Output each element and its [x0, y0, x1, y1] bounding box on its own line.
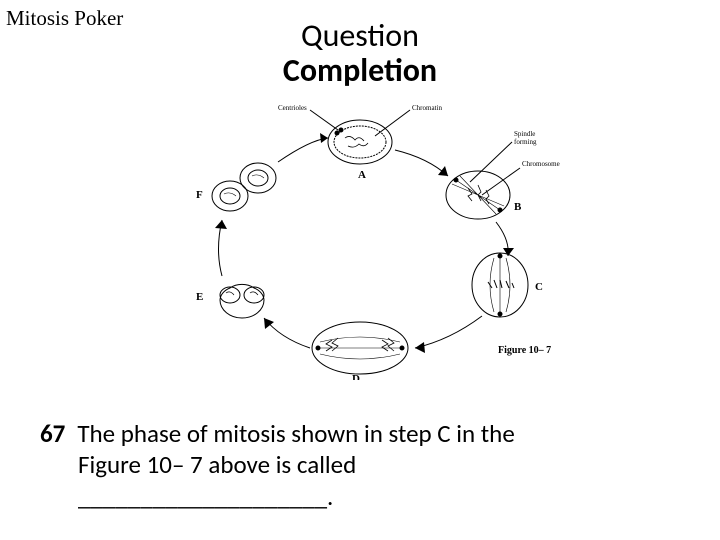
question-block: 67 The phase of mitosis shown in step C i… [40, 418, 680, 512]
label-chromatin: Chromatin [412, 104, 442, 112]
label-chromosome: Chromosome [522, 160, 560, 168]
stage-label-c: C [535, 281, 543, 293]
question-blank: ____________________. [40, 481, 680, 512]
stage-label-a: A [358, 169, 366, 181]
mitosis-cycle-diagram: A B C D E F Centrioles Chromatin Spindle… [160, 100, 560, 380]
question-line2: Figure 10– 7 above is called [40, 449, 680, 480]
figure-caption: Figure 10– 7 [498, 345, 551, 356]
label-spindle-1: Spindle [514, 130, 535, 138]
stage-label-e: E [196, 291, 203, 303]
slide-title: Question Completion [210, 18, 510, 88]
title-line1: Question [210, 18, 510, 53]
stage-label-f: F [196, 189, 203, 201]
label-spindle-2: forming [514, 138, 537, 146]
stage-label-b: B [514, 201, 522, 213]
stage-label-d: D [352, 373, 360, 380]
label-centrioles: Centrioles [278, 104, 307, 112]
question-line1: The phase of mitosis shown in step C in … [77, 418, 514, 449]
title-line2: Completion [210, 53, 510, 88]
header-label: Mitosis Poker [6, 6, 123, 31]
question-number: 67 [40, 418, 65, 449]
